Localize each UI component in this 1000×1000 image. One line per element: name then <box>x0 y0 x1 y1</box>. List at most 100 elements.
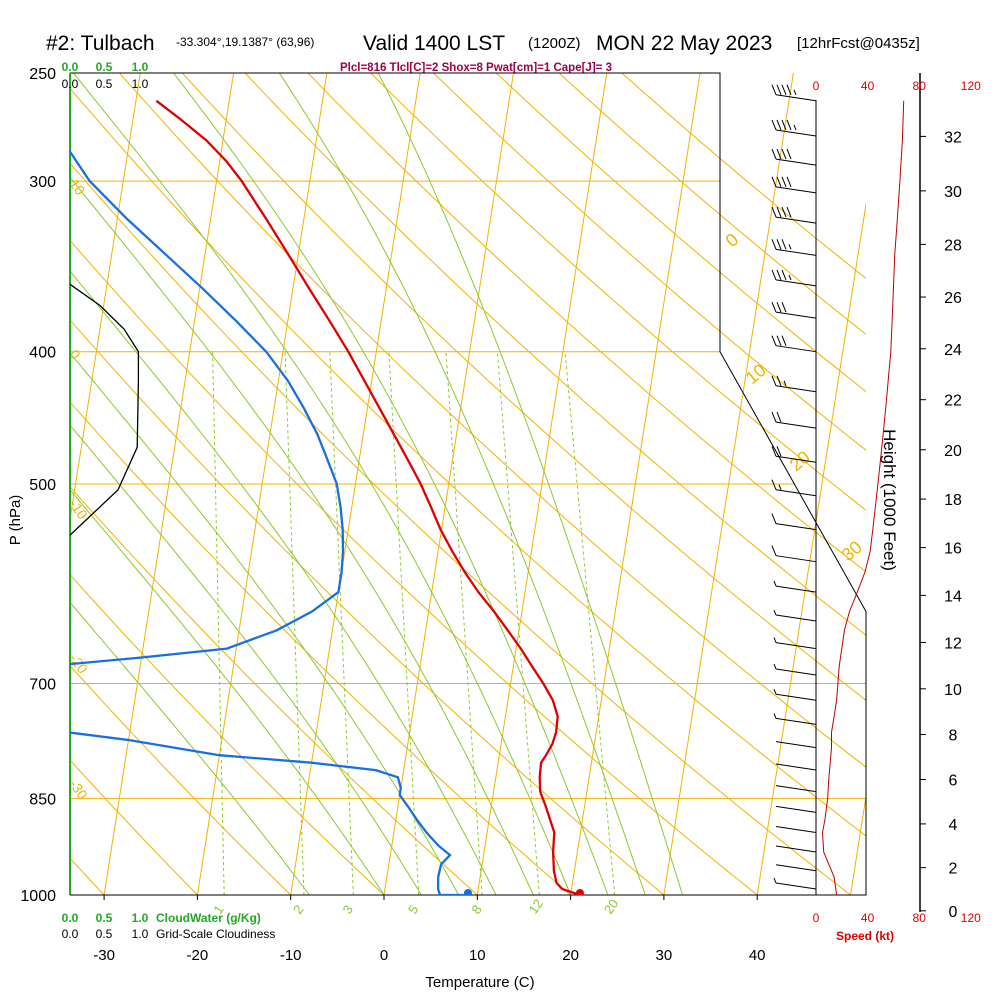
wind-barb <box>771 176 817 194</box>
wind-barb <box>775 805 817 813</box>
x-tick-label: 30 <box>656 947 673 964</box>
wind-barb-staff <box>775 555 817 563</box>
wind-barb <box>771 269 817 287</box>
stability-params: Plcl=816 Tlcl[C]=2 Shox=8 Pwat[cm]=1 Cap… <box>340 62 612 74</box>
wind-barb-staff <box>775 805 817 813</box>
wind-barb-staff <box>775 248 817 256</box>
pressure-tick-label: 500 <box>29 477 56 494</box>
wind-barb <box>773 609 817 622</box>
cloudiness-label: Grid-Scale Cloudiness <box>156 927 275 941</box>
height-tick-label: 14 <box>944 588 962 605</box>
cloudiness-bottom-tick: 1.0 <box>132 927 149 941</box>
height-tick-label: 0 <box>949 904 958 921</box>
wind-barb <box>775 785 817 793</box>
dry-adiabat <box>70 401 571 895</box>
wind-barb <box>771 545 817 563</box>
wind-barb-flag <box>771 269 777 281</box>
wind-barb-flag <box>776 84 782 95</box>
thermo-grid <box>0 73 866 895</box>
isotherm <box>383 73 514 895</box>
height-axis-title: Height (1000 Feet) <box>880 429 899 571</box>
wind-barb <box>775 864 817 872</box>
wind-barb-half <box>773 713 777 719</box>
wind-barb-flag <box>786 84 792 95</box>
wind-barb-flag <box>786 119 792 131</box>
wind-barb-staff <box>775 882 817 890</box>
height-tick-label: 6 <box>949 773 958 790</box>
wind-barb-staff <box>775 785 817 793</box>
wind-barb-half <box>778 484 782 490</box>
theta-label: 0 <box>722 229 743 251</box>
wind-barb-flag <box>781 239 787 250</box>
wind-barb-staff <box>775 345 817 353</box>
cloudiness-bottom-tick: 0.0 <box>62 927 79 941</box>
speed-bottom-tick: 120 <box>961 911 981 925</box>
wind-barb <box>775 741 817 749</box>
mixing-ratio-label: 2 <box>290 902 306 917</box>
wind-barb-staff <box>775 668 817 676</box>
wind-barb-flag <box>776 119 782 131</box>
wind-barb <box>773 580 817 593</box>
pressure-tick-label: 700 <box>29 677 56 694</box>
cloudiness-top-tick: 1.0 <box>132 77 149 91</box>
height-tick-label: 10 <box>944 682 962 699</box>
isotherm <box>756 201 866 895</box>
forecast-hour: [12hrFcst@0435z] <box>797 35 920 52</box>
height-tick-label: 2 <box>949 861 958 878</box>
speed-top-tick: 0 <box>813 79 820 93</box>
mixing-ratio-label: 8 <box>468 902 484 917</box>
isotherm <box>196 73 328 895</box>
height-tick-label: 8 <box>949 727 958 744</box>
wind-speed-curve <box>821 100 905 896</box>
wind-barb <box>771 301 817 319</box>
dry-adiabat <box>244 73 866 636</box>
wind-barb <box>771 119 817 137</box>
x-tick-label: -30 <box>93 947 115 964</box>
speed-top-tick: 80 <box>913 79 927 93</box>
surface-dewpoint-dot <box>463 889 472 895</box>
dry-adiabat <box>70 87 866 837</box>
mixing-ratio-line <box>284 351 305 895</box>
dry-adiabat <box>70 162 851 895</box>
wind-barb-flag <box>786 176 792 188</box>
pressure-tick-label: 850 <box>29 792 56 809</box>
wind-barb-flag <box>771 119 777 131</box>
mixing-ratio-line <box>496 351 540 895</box>
x-tick-label: 20 <box>562 947 579 964</box>
height-tick-label: 12 <box>944 635 962 652</box>
wind-barb-flag <box>771 301 777 313</box>
wind-barb-flag <box>781 269 787 281</box>
wind-barb-flag <box>771 375 777 386</box>
wind-barb-flag <box>781 176 787 188</box>
pressure-tick-label: 400 <box>29 345 56 362</box>
pressure-tick-label: 300 <box>29 174 56 191</box>
cloudiness-top-tick: 0.5 <box>96 77 113 91</box>
height-tick-label: 28 <box>944 237 962 254</box>
wind-barb-staff <box>775 455 817 463</box>
height-tick-label: 4 <box>949 817 958 834</box>
wind-barb-staff <box>775 311 817 319</box>
wind-barb-staff <box>775 129 817 137</box>
utc-time: (1200Z) <box>528 35 581 52</box>
wind-barb <box>773 663 817 676</box>
dry-adiabat <box>0 73 11 895</box>
cloudwater-label: CloudWater (g/Kg) <box>156 911 261 925</box>
wind-barb <box>771 411 817 429</box>
wind-barb-flag <box>776 446 782 457</box>
wind-barb-flag <box>781 148 787 160</box>
x-tick-label: -20 <box>187 947 209 964</box>
station-title: #2: Tulbach <box>46 32 155 55</box>
cloudiness-curve <box>70 283 140 536</box>
isotherm <box>663 73 794 895</box>
cloudiness-bottom-tick: 0.5 <box>96 927 113 941</box>
mixing-ratio-line <box>445 351 483 895</box>
wind-barb-flag <box>771 545 777 556</box>
wind-barb <box>775 845 817 853</box>
speed-bottom-tick: 40 <box>861 911 875 925</box>
height-tick-label: 18 <box>944 492 962 509</box>
wind-barb-flag <box>771 84 777 95</box>
wind-barb-flag <box>776 239 782 250</box>
x-axis-title: Temperature (C) <box>425 974 534 991</box>
mixing-ratio-line <box>212 351 225 895</box>
